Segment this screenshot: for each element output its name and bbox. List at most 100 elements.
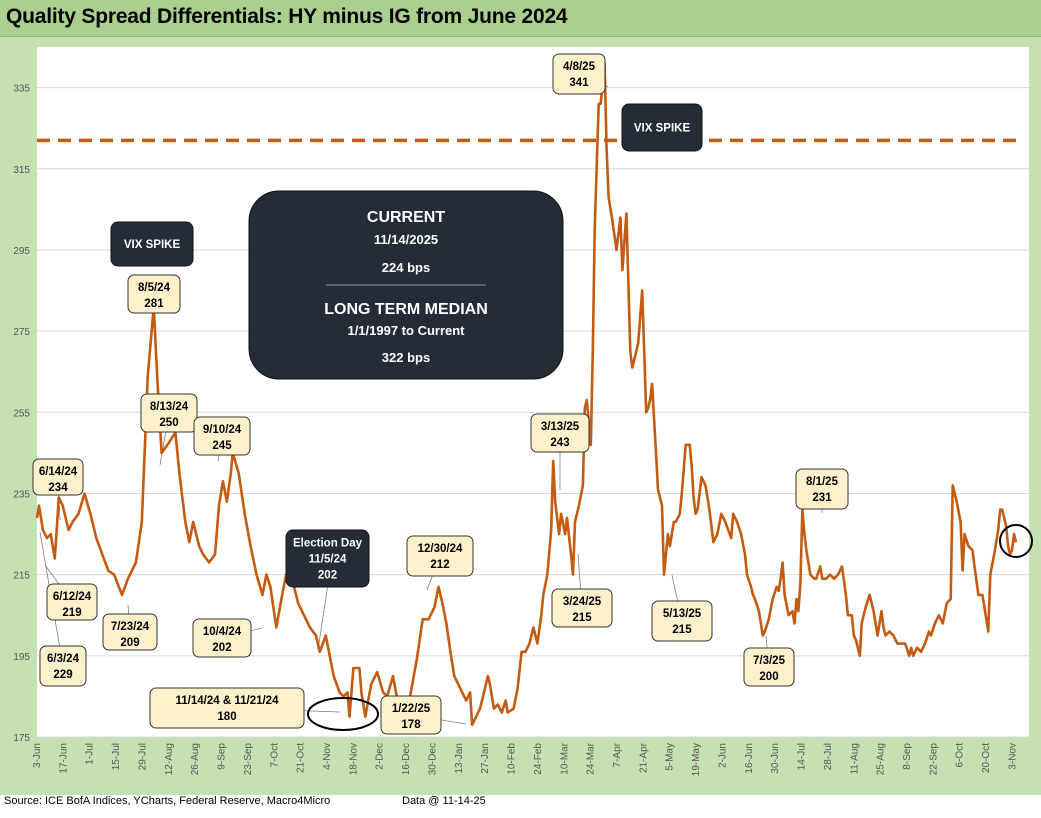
annotation-value: 219 xyxy=(62,607,81,619)
current-date: 11/14/2025 xyxy=(374,232,438,247)
note-text: 11/5/24 xyxy=(309,554,347,566)
annotation-value: 215 xyxy=(572,612,592,624)
x-tick-label: 14-Jul xyxy=(797,743,808,770)
y-tick-label: 195 xyxy=(13,652,30,663)
x-tick-label: 15-Jul xyxy=(111,743,122,770)
annotation-value: 234 xyxy=(48,482,68,494)
x-tick-label: 17-Jun xyxy=(58,743,69,774)
y-tick-label: 315 xyxy=(13,165,30,176)
annotation-value: 243 xyxy=(550,437,569,449)
y-tick-label: 255 xyxy=(13,408,30,419)
x-tick-label: 25-Aug xyxy=(876,743,887,775)
median-heading: LONG TERM MEDIAN xyxy=(324,301,488,318)
chart-canvas: 175 195 215 235 255 275 295 315 335 3-Jun 17-Jun 1… xyxy=(13,47,1033,776)
data-as-of: Data @ 11-14-25 xyxy=(402,795,486,807)
annotation-date: 3/24/25 xyxy=(563,596,602,608)
annotation-value: 229 xyxy=(53,669,72,681)
annotation-date: 6/12/24 xyxy=(53,591,92,603)
annotation-box xyxy=(149,687,305,729)
y-tick-label: 215 xyxy=(13,571,30,582)
annotation-box xyxy=(192,618,252,658)
x-tick-label: 30-Jun xyxy=(770,743,781,774)
annotation-5-13-25: 5/13/25 215 xyxy=(651,600,713,642)
annotation-value: 200 xyxy=(759,671,778,683)
annotation-box xyxy=(406,535,474,577)
y-axis: 175 195 215 235 255 275 295 315 335 xyxy=(13,84,30,744)
x-tick-label: 29-Jul xyxy=(137,743,148,770)
median-range: 1/1/1997 to Current xyxy=(347,323,465,338)
chart-title-bar: Quality Spread Differentials: HY minus I… xyxy=(0,0,1041,37)
annotation-box xyxy=(743,647,795,687)
annotation-box xyxy=(552,53,606,95)
x-tick-label: 21-Apr xyxy=(638,742,649,773)
annotation-date: 8/5/24 xyxy=(138,282,171,294)
annotation-9-10-24: 9/10/24 245 xyxy=(193,416,251,456)
x-tick-label: 28-Jul xyxy=(823,743,834,770)
annotation-date: 6/3/24 xyxy=(47,653,80,665)
annotation-date: 12/30/24 xyxy=(418,543,463,555)
annotation-7-3-25: 7/3/25 200 xyxy=(743,647,795,687)
annotation-box xyxy=(530,413,590,453)
x-tick-label: 11-Aug xyxy=(849,743,860,775)
annotation-10-4-24: 10/4/24 202 xyxy=(192,618,252,658)
footer: Source: ICE BofA Indices, YCharts, Feder… xyxy=(0,795,1041,818)
note-vix-spike-2: VIX SPIKE xyxy=(621,103,703,152)
annotation-6-12-24: 6/12/24 219 xyxy=(46,583,98,621)
x-tick-label: 1-Jul xyxy=(85,743,96,765)
note-election-day: Election Day 11/5/24 202 xyxy=(285,529,370,588)
info-box: CURRENT 11/14/2025 224 bps LONG TERM MED… xyxy=(248,190,564,380)
annotation-value: 212 xyxy=(430,559,449,571)
annotation-value: 180 xyxy=(217,711,236,723)
x-tick-label: 2-Dec xyxy=(375,743,386,770)
x-tick-label: 9-Sep xyxy=(217,743,228,770)
x-tick-label: 30-Dec xyxy=(427,743,438,775)
current-value: 224 bps xyxy=(382,260,430,275)
y-tick-label: 235 xyxy=(13,489,30,500)
x-tick-label: 3-Jun xyxy=(32,743,43,768)
current-heading: CURRENT xyxy=(367,209,445,226)
low-circle-marker xyxy=(307,697,379,731)
annotation-7-23-24: 7/23/24 209 xyxy=(102,613,158,651)
annotation-8-5-24: 8/5/24 281 xyxy=(127,274,181,314)
annotation-value: 341 xyxy=(569,77,589,89)
annotation-date: 8/1/25 xyxy=(806,476,839,488)
annotation-box xyxy=(46,583,98,621)
y-tick-label: 335 xyxy=(13,84,30,95)
note-text: Election Day xyxy=(293,538,363,550)
source-note: Source: ICE BofA Indices, YCharts, Feder… xyxy=(4,795,331,807)
note-box xyxy=(110,221,194,267)
annotation-value: 281 xyxy=(144,298,164,310)
annotation-8-1-25: 8/1/25 231 xyxy=(795,468,849,510)
annotation-date: 1/22/25 xyxy=(392,703,431,715)
annotation-date: 5/13/25 xyxy=(663,608,702,620)
annotation-date: 7/23/24 xyxy=(111,621,150,633)
annotation-value: 209 xyxy=(120,637,139,649)
annotation-6-14-24: 6/14/24 234 xyxy=(32,458,84,496)
annotation-8-13-24: 8/13/24 250 xyxy=(140,393,198,433)
annotation-11-14-24: 11/14/24 & 11/21/24 180 xyxy=(149,687,305,729)
annotation-value: 202 xyxy=(212,642,231,654)
annotation-value: 215 xyxy=(672,624,692,636)
annotation-box xyxy=(551,588,613,628)
x-tick-label: 20-Oct xyxy=(981,743,992,773)
x-tick-label: 18-Nov xyxy=(348,743,359,775)
annotation-box xyxy=(193,416,251,456)
annotation-4-8-25: 4/8/25 341 xyxy=(552,53,606,95)
series-line xyxy=(35,61,1018,727)
annotation-date: 3/13/25 xyxy=(541,421,580,433)
x-tick-label: 6-Oct xyxy=(955,743,966,768)
current-circle-marker xyxy=(999,524,1033,558)
x-tick-label: 22-Sep xyxy=(928,743,939,776)
y-tick-label: 175 xyxy=(13,733,30,744)
annotation-date: 11/14/24 & 11/21/24 xyxy=(176,695,280,707)
x-tick-label: 24-Feb xyxy=(533,743,544,775)
annotation-box xyxy=(140,393,198,433)
x-tick-label: 19-May xyxy=(691,743,702,776)
annotation-box xyxy=(102,613,158,651)
x-tick-label: 10-Feb xyxy=(507,743,518,775)
x-tick-label: 23-Sep xyxy=(243,743,254,776)
note-text: 202 xyxy=(318,570,337,582)
x-tick-label: 4-Nov xyxy=(322,743,333,770)
x-tick-label: 26-Aug xyxy=(190,743,201,775)
note-box xyxy=(621,103,703,152)
